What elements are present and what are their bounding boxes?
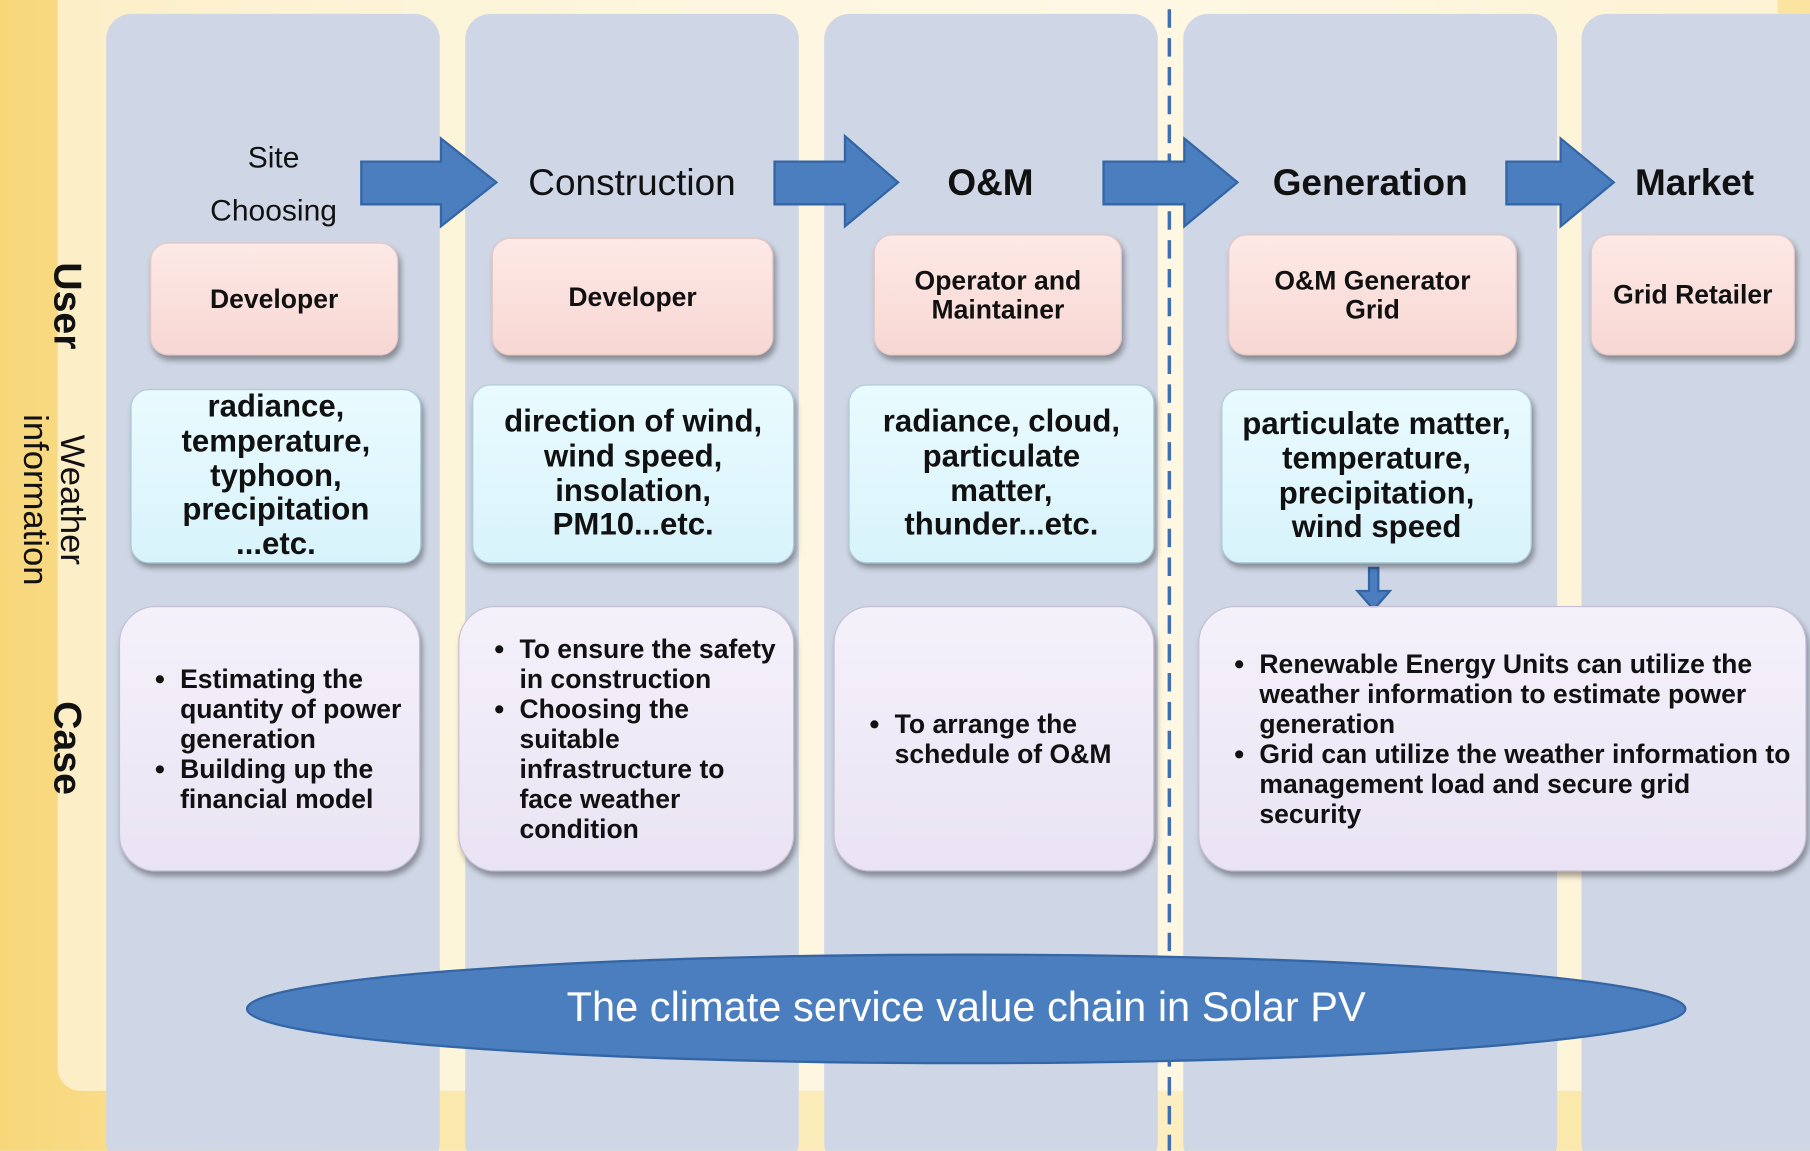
weather-box: radiance, temperature, typhoon, precipit… [130, 389, 422, 564]
user-box: O&M Generator Grid [1228, 234, 1517, 356]
case-box: To ensure the safety in constructionChoo… [458, 606, 795, 872]
case-list: Estimating the quantity of power generat… [136, 664, 407, 814]
stage-title: Generation [1272, 161, 1468, 203]
case-item: To arrange the schedule of O&M [895, 709, 1142, 769]
row-label: User [45, 262, 89, 350]
row-label: Weather information [16, 414, 92, 586]
case-list: To ensure the safety in constructionChoo… [476, 634, 782, 844]
case-box: Renewable Energy Units can utilize the w… [1198, 606, 1807, 872]
case-box: To arrange the schedule of O&M [833, 606, 1155, 872]
case-item: Building up the financial model [180, 754, 407, 814]
user-box: Grid Retailer [1590, 234, 1795, 356]
stage-title: Market [1635, 161, 1755, 203]
case-item: Choosing the suitable infrastructure to … [519, 694, 781, 844]
user-box: Developer [491, 237, 774, 356]
case-item: To ensure the safety in construction [519, 634, 781, 694]
case-item: Estimating the quantity of power generat… [180, 664, 407, 754]
user-box: Operator and Maintainer [873, 234, 1123, 356]
stage-title: Construction [528, 161, 736, 203]
weather-box: direction of wind, wind speed, insolatio… [472, 384, 795, 564]
user-box: Developer [150, 242, 399, 356]
case-list: To arrange the schedule of O&M [851, 709, 1142, 769]
row-label: Case [45, 701, 89, 795]
weather-box: radiance, cloud, particulate matter, thu… [848, 384, 1155, 564]
case-list: Renewable Energy Units can utilize the w… [1216, 649, 1794, 829]
case-box: Estimating the quantity of power generat… [118, 606, 421, 872]
stage-title: O&M [947, 161, 1034, 203]
case-item: Grid can utilize the weather information… [1259, 739, 1793, 829]
arrows [360, 133, 1616, 612]
weather-box: particulate matter, temperature, precipi… [1221, 389, 1532, 564]
case-item: Renewable Energy Units can utilize the w… [1259, 649, 1793, 739]
stage-title: Site Choosing [210, 139, 337, 227]
